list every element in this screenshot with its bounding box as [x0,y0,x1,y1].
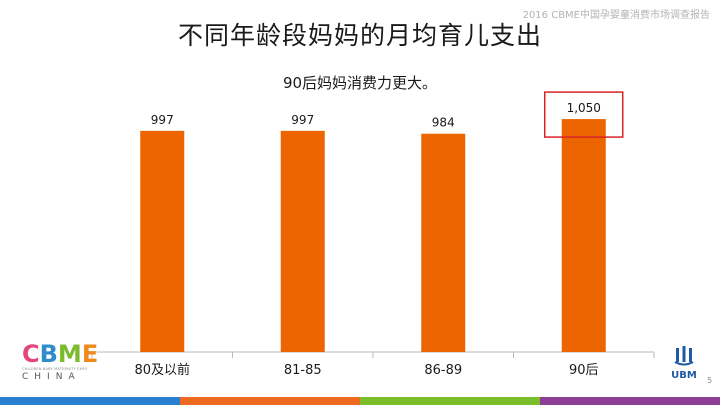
cbme-letter: B [39,340,58,368]
ubm-emblem-icon [674,346,694,366]
category-label-4: 90后 [569,363,599,378]
page-title: 不同年龄段妈妈的月均育儿支出 [177,21,542,50]
report-label: 2016 CBME中国孕婴童消费市场调查报告 [522,10,710,21]
cbme-china-label: CHINA [22,372,81,382]
value-label-2: 997 [291,113,314,127]
value-label-4: 1,050 [567,101,601,115]
ubm-logo: UBM [664,346,704,381]
footer-strip-segment [360,397,540,405]
bar-2 [280,130,325,352]
category-label-3: 86-89 [424,363,462,378]
footer-strip-segment [540,397,720,405]
cbme-letter: E [81,340,99,368]
cbme-letter: M [57,340,82,368]
chart-subtitle: 90后妈妈消费力更大。 [282,74,438,92]
cbme-letter: C [22,340,40,368]
footer-strip-segment [180,397,360,405]
page-number: 5 [707,376,713,385]
cbme-tagline: CHILDREN BABY MATERNITY EXPO [22,367,88,371]
highlight-box [544,91,624,138]
value-label-3: 984 [432,116,455,130]
category-label-1: 80及以前 [134,362,190,378]
footer-color-strip [0,397,720,405]
bar-3 [421,133,466,352]
bar-4 [561,119,606,352]
footer-strip-segment [0,397,180,405]
ubm-logo-text: UBM [671,370,697,381]
category-label-2: 81-85 [284,363,322,378]
bar-1 [140,130,185,352]
value-label-1: 997 [151,113,174,127]
